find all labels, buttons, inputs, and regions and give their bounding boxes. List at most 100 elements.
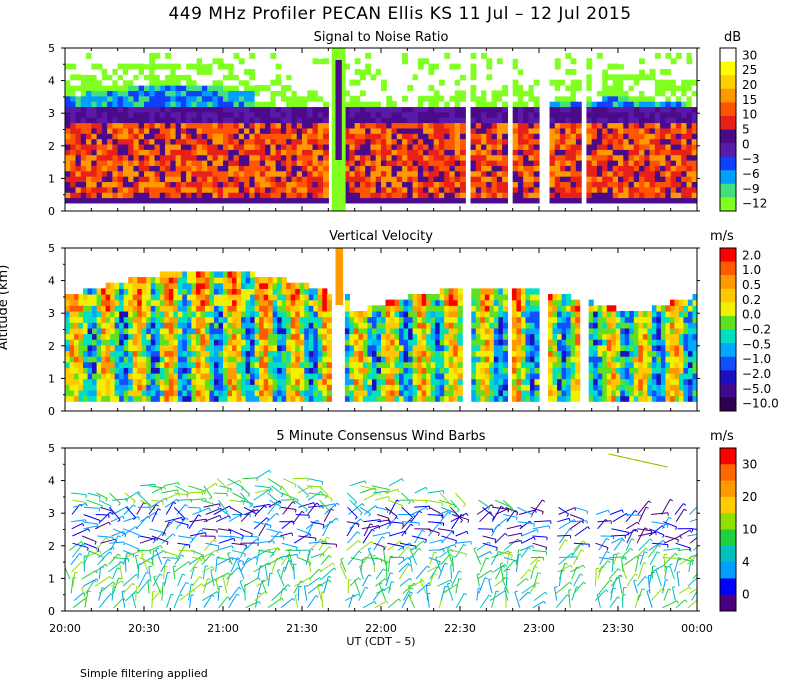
snr-cell	[407, 127, 414, 134]
snr-cell	[259, 154, 266, 161]
snr-cell	[470, 117, 477, 124]
snr-cell	[280, 95, 287, 102]
vv-cell	[502, 305, 508, 312]
vv-cell	[186, 316, 192, 323]
snr-cell	[586, 74, 593, 81]
vv-cell	[602, 322, 608, 329]
snr-cell	[618, 52, 624, 59]
vv-cell	[186, 310, 192, 318]
snr-cell	[391, 160, 398, 166]
snr-cell	[491, 117, 498, 124]
snr-cell	[302, 122, 308, 129]
snr-cell	[86, 52, 92, 59]
snr-cell	[412, 74, 419, 81]
snr-cell	[149, 106, 156, 113]
snr-cell	[560, 117, 566, 124]
vv-cell	[426, 356, 432, 363]
snr-cell	[444, 127, 451, 134]
vv-cell	[412, 339, 418, 346]
vv-cell	[110, 282, 116, 289]
vv-cell	[349, 356, 355, 363]
vv-cell	[213, 350, 220, 357]
vv-cell	[272, 367, 278, 374]
snr-cell	[270, 143, 277, 150]
snr-cell	[117, 101, 124, 108]
snr-cell	[628, 181, 635, 188]
vv-cell	[272, 294, 278, 301]
snr-cell	[101, 111, 108, 118]
snr-cell	[423, 149, 429, 156]
snr-cell	[639, 117, 645, 124]
snr-cell	[375, 101, 382, 108]
vv-cell	[344, 361, 350, 368]
vv-cell	[218, 310, 224, 318]
vv-cell	[588, 310, 594, 318]
vv-cell	[254, 282, 260, 289]
snr-cell	[75, 95, 82, 102]
snr-cell	[423, 133, 429, 140]
snr-cell	[517, 90, 524, 97]
panel-title-wind: 5 Minute Consensus Wind Barbs	[276, 429, 486, 444]
snr-cell	[481, 165, 487, 172]
vv-cell	[213, 389, 220, 397]
vv-cell	[457, 389, 463, 397]
snr-cell	[523, 186, 530, 193]
vv-cell	[529, 299, 536, 306]
snr-cell	[623, 74, 630, 81]
snr-cell	[144, 95, 150, 102]
snr-cell	[238, 90, 245, 97]
vv-cell	[150, 316, 156, 323]
vv-cell	[317, 361, 323, 368]
snr-cell	[138, 111, 145, 118]
vv-cell	[268, 367, 274, 374]
vv-cell	[164, 389, 170, 397]
snr-cell	[275, 85, 282, 91]
snr-cell	[196, 170, 203, 177]
snr-cell	[91, 85, 98, 91]
vv-cell	[182, 299, 188, 306]
vv-cell	[164, 333, 170, 340]
snr-cell	[159, 176, 166, 183]
snr-cell	[275, 192, 282, 199]
vv-cell	[597, 356, 603, 363]
snr-cell	[144, 122, 150, 129]
vv-cell	[457, 310, 463, 318]
snr-cell	[423, 58, 429, 65]
snr-cell	[391, 154, 398, 161]
snr-cell	[170, 165, 177, 172]
snr-cell	[359, 176, 366, 183]
snr-cell	[570, 181, 577, 188]
snr-cell	[575, 117, 582, 124]
snr-cell	[144, 58, 150, 65]
snr-cell	[428, 85, 435, 91]
vv-cell	[322, 384, 328, 391]
snr-cell	[280, 127, 287, 134]
snr-cell	[265, 111, 271, 118]
vv-cell	[511, 395, 518, 402]
vv-cell	[381, 327, 387, 335]
snr-cell	[407, 160, 414, 166]
snr-cell	[70, 90, 77, 97]
snr-cell	[117, 186, 124, 193]
snr-cell	[639, 192, 645, 199]
vv-cell	[65, 322, 71, 329]
snr-cell	[433, 186, 440, 193]
vv-cell	[399, 316, 405, 323]
vv-cell	[141, 373, 147, 380]
snr-cell	[317, 176, 324, 183]
vv-cell	[602, 327, 608, 335]
vv-cell	[96, 305, 102, 312]
snr-cell	[612, 149, 619, 156]
vv-cell	[281, 373, 287, 380]
vv-cell	[548, 389, 554, 397]
vv-cell	[525, 294, 531, 301]
vv-cell	[430, 333, 436, 340]
vv-cell	[367, 367, 373, 374]
snr-cell	[138, 117, 145, 124]
vv-cell	[403, 373, 409, 380]
snr-cell	[428, 127, 435, 134]
vv-cell	[173, 378, 179, 385]
vv-cell	[232, 288, 238, 295]
vv-cell	[290, 384, 296, 391]
snr-cell	[275, 197, 282, 204]
